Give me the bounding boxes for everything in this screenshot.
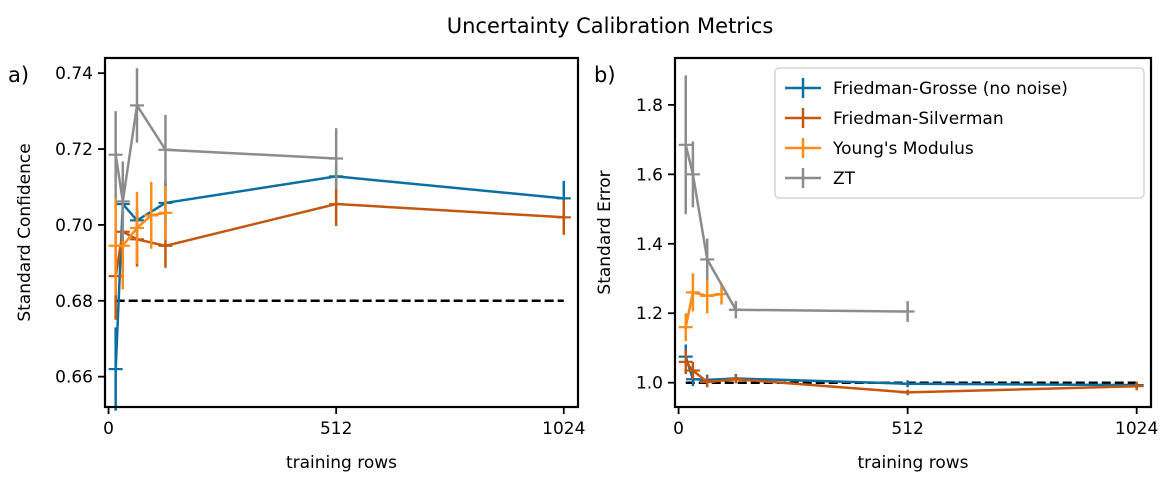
y-tick-label: 1.4 [636,235,663,255]
series-line [684,290,722,328]
series-line [114,101,337,202]
x-tick-label: 512 [320,419,352,439]
series-young-s-modulus [108,182,173,296]
x-tick-label: 0 [103,419,114,439]
y-tick-label: 0.70 [55,216,93,236]
legend-item: ZT [785,168,856,189]
legend-item: Friedman-Silverman [785,108,1004,129]
legend-label: ZT [833,169,856,189]
y-tick-label: 0.72 [55,140,93,160]
series-friedman-silverman [108,182,571,320]
legend-label: Friedman-Silverman [833,109,1004,129]
legend: Friedman-Grosse (no noise) Friedman-Silve… [774,67,1145,199]
series-line [114,202,564,277]
series-friedman-grosse-no-noise [108,165,571,411]
x-axis-label: training rows [286,453,397,473]
series-zt [108,68,344,242]
legend-box [774,67,1145,199]
legend-label: Young's Modulus [832,139,974,159]
x-axis-label: training rows [857,453,968,473]
chart-panel-b: 0 512 1024 1.0 1.2 1.4 1.6 1.8 training rows Stan… [594,56,1158,473]
y-tick-label: 1.2 [636,304,663,324]
y-tick-label: 1.0 [636,374,663,394]
series-line [684,361,1137,394]
panel-label: b) [594,63,616,87]
panel-label: a) [8,63,29,87]
y-tick-label: 0.68 [55,292,93,312]
plot-frame [673,56,1153,409]
y-tick-label: 1.8 [636,96,663,116]
legend-item: Young's Modulus [785,138,974,159]
y-axis-label: Standard Error [595,170,615,294]
x-tick-label: 1024 [1115,419,1158,439]
x-tick-label: 0 [673,419,684,439]
series-zt [678,75,915,322]
y-tick-label: 0.74 [55,64,93,84]
legend-item: Friedman-Grosse (no noise) [785,78,1068,99]
panels: 0 512 1024 0.66 0.68 0.70 0.72 0.74 training row… [8,56,1158,473]
x-tick-label: 512 [891,419,923,439]
y-tick-label: 0.66 [55,368,93,388]
legend-label: Friedman-Grosse (no noise) [833,79,1068,99]
series-young-s-modulus [678,273,729,342]
chart-panel-a: 0 512 1024 0.66 0.68 0.70 0.72 0.74 training row… [8,56,585,473]
plot-frame [103,56,580,409]
figure-title: Uncertainty Calibration Metrics [447,14,774,38]
series-friedman-silverman [678,349,1144,396]
y-axis-label: Standard Confidence [15,143,35,321]
y-tick-label: 1.6 [636,165,663,185]
x-tick-label: 1024 [542,419,585,439]
